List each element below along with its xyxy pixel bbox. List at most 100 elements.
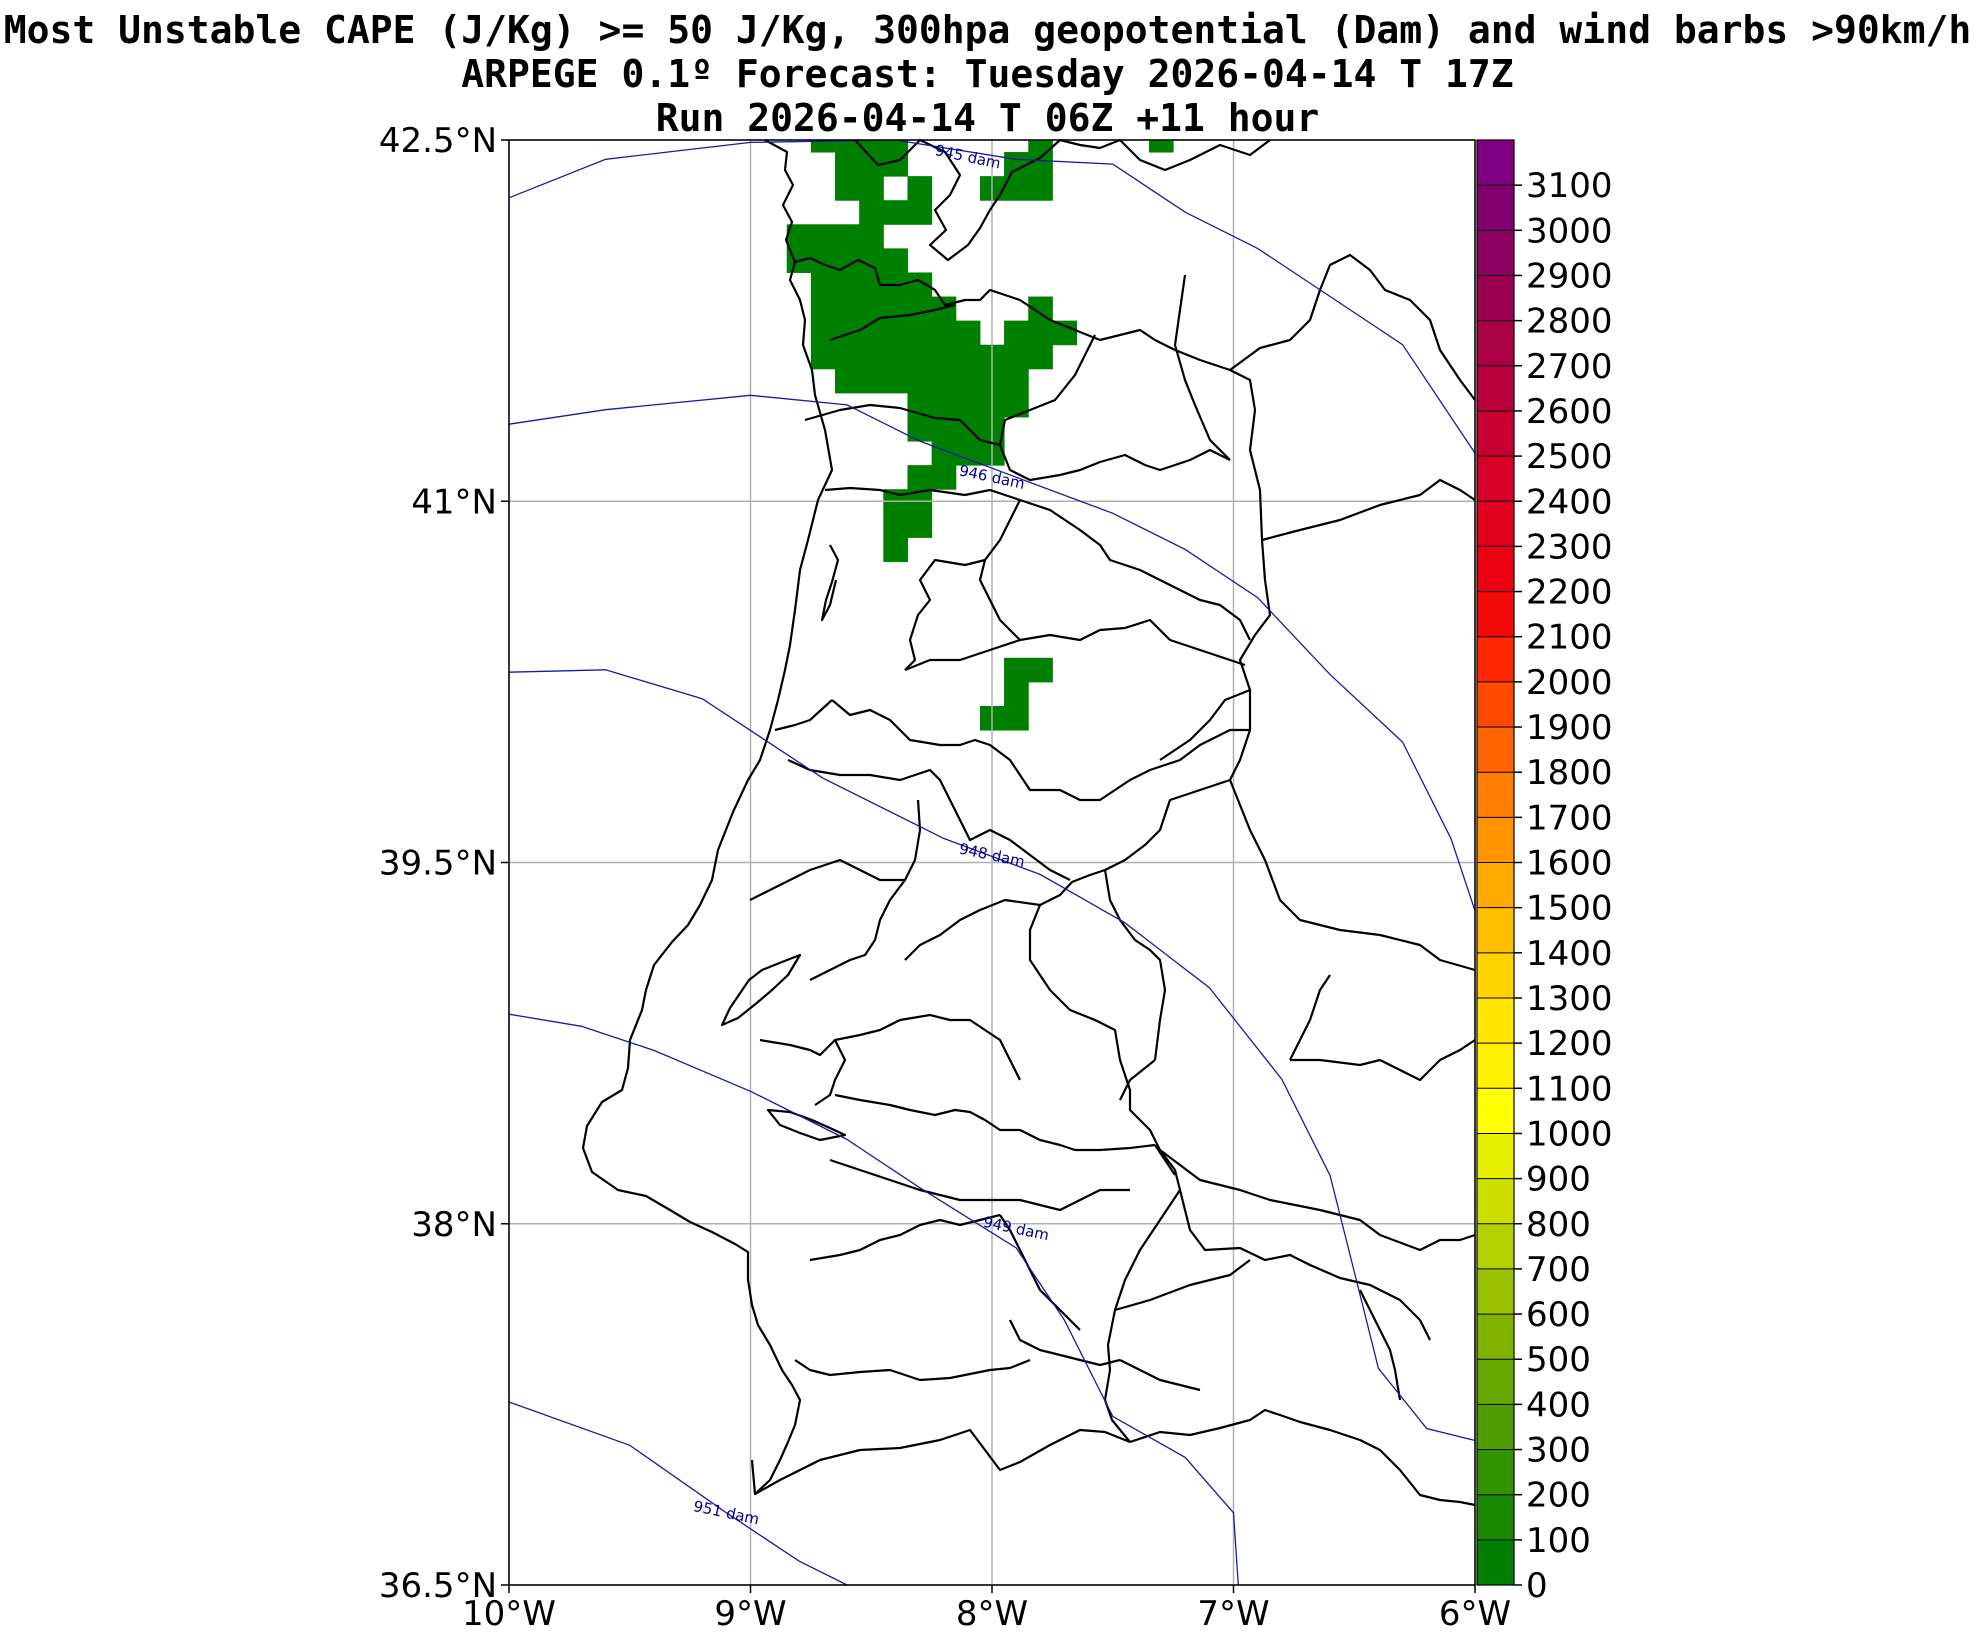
district-boundary-9 bbox=[774, 699, 833, 732]
cape-cell bbox=[835, 176, 860, 201]
cape-cell bbox=[835, 296, 860, 322]
cape-cell bbox=[1004, 368, 1029, 394]
colorbar-tick-label: 1300 bbox=[1526, 979, 1613, 1019]
sado-estuary bbox=[766, 1108, 847, 1142]
colorbar-tick-label: 1200 bbox=[1526, 1024, 1613, 1064]
district-boundary-18 bbox=[814, 1039, 847, 1106]
colorbar-frame bbox=[1476, 139, 1515, 1586]
district-boundary-1 bbox=[829, 303, 956, 342]
spain-inner-boundary-9 bbox=[1290, 1039, 1476, 1082]
cape-cell bbox=[835, 272, 860, 298]
colorbar-swatch bbox=[1477, 1359, 1514, 1405]
cape-cell bbox=[835, 344, 860, 370]
colorbar-swatch bbox=[1477, 1268, 1514, 1315]
cape-cell bbox=[859, 200, 884, 225]
colorbar-swatch bbox=[1477, 1494, 1514, 1541]
cape-cell bbox=[883, 248, 908, 273]
colorbar-tick-label: 2300 bbox=[1526, 527, 1613, 567]
district-boundary-4 bbox=[824, 486, 1021, 502]
cape-cell bbox=[907, 176, 933, 201]
map-title-line-3: Run 2026-04-14 T 06Z +11 hour bbox=[655, 96, 1320, 140]
colorbar-tick-label: 800 bbox=[1526, 1205, 1591, 1245]
cape-cell bbox=[810, 272, 836, 298]
cape-cell bbox=[931, 465, 957, 490]
colorbar-tick-label: 2500 bbox=[1526, 437, 1613, 477]
colorbar-tick-label: 600 bbox=[1526, 1295, 1591, 1335]
cape-cell bbox=[883, 513, 908, 538]
cape-cell bbox=[859, 140, 884, 153]
axis-ticks: 42.5°N 41°N 39.5°N 38°N 36.5°N10°W 9°W 8°W 7°W 6… bbox=[379, 121, 1511, 1634]
spain-inner-boundary-2 bbox=[1229, 253, 1476, 401]
cape-cell bbox=[835, 152, 860, 177]
colorbar-swatch bbox=[1477, 320, 1514, 367]
cape-cell bbox=[859, 176, 884, 201]
cape-cell bbox=[907, 416, 933, 442]
spain-south-coast-huelva bbox=[1129, 1408, 1476, 1507]
portugal-coastline bbox=[581, 139, 834, 1496]
colorbar-swatch bbox=[1477, 410, 1514, 457]
colorbar-tick-label: 2400 bbox=[1526, 482, 1613, 522]
district-boundary-19 bbox=[984, 1029, 1021, 1081]
colorbar-swatch bbox=[1477, 185, 1514, 231]
cape-cell bbox=[1004, 657, 1029, 683]
lat-tick-label: 41°N bbox=[411, 482, 497, 522]
lon-tick-label: 10°W bbox=[462, 1594, 556, 1634]
colorbar-swatch bbox=[1477, 862, 1514, 909]
colorbar-swatch bbox=[1477, 997, 1514, 1044]
cape-cell bbox=[859, 224, 884, 249]
geopotential-contour bbox=[508, 669, 1476, 1442]
colorbar-swatch bbox=[1477, 681, 1514, 728]
cape-cell bbox=[1004, 320, 1029, 346]
cape-cell bbox=[810, 140, 836, 153]
colorbar-swatch bbox=[1477, 1178, 1514, 1225]
district-boundary-23 bbox=[834, 1093, 1156, 1152]
cape-cell bbox=[835, 224, 860, 249]
map-title-line-2: ARPEGE 0.1º Forecast: Tuesday 2026-04-14… bbox=[461, 52, 1514, 96]
district-boundary-17 bbox=[759, 1013, 986, 1057]
district-boundary-3 bbox=[998, 334, 1096, 446]
coastline-and-borders bbox=[581, 138, 1476, 1507]
cape-cell bbox=[931, 368, 957, 394]
colorbar-tick-label: 1500 bbox=[1526, 889, 1613, 929]
cape-cell bbox=[907, 465, 933, 490]
colorbar-tick-label: 2800 bbox=[1526, 302, 1613, 342]
cape-cell bbox=[835, 140, 860, 153]
lat-tick-label: 39.5°N bbox=[379, 844, 497, 884]
spain-inner-boundary-4 bbox=[1228, 779, 1476, 972]
colorbar-tick-label: 100 bbox=[1526, 1521, 1591, 1561]
colorbar-tick-label: 1800 bbox=[1526, 753, 1613, 793]
colorbar-tick-label: 3000 bbox=[1526, 211, 1613, 251]
cape-cell bbox=[810, 344, 836, 370]
colorbar-tick-label: 1400 bbox=[1526, 934, 1613, 974]
colorbar-swatch bbox=[1477, 546, 1514, 593]
cape-cell bbox=[859, 248, 884, 273]
cape-cell bbox=[907, 320, 933, 346]
map-title-line-1: Most Unstable CAPE (J/Kg) >= 50 J/Kg, 30… bbox=[3, 8, 1972, 52]
colorbar-swatch bbox=[1477, 140, 1514, 186]
colorbar-swatch bbox=[1477, 591, 1514, 638]
lon-tick-label: 7°W bbox=[1197, 1594, 1269, 1634]
cape-cell bbox=[1052, 320, 1078, 346]
cape-cell bbox=[955, 392, 981, 418]
colorbar-tick-label: 2000 bbox=[1526, 663, 1613, 703]
district-boundary-22 bbox=[1119, 1059, 1156, 1101]
spain-inner-boundary-5 bbox=[1159, 1149, 1476, 1252]
cape-cell bbox=[907, 272, 933, 298]
colorbar-tick-label: 1900 bbox=[1526, 708, 1613, 748]
district-boundary-8 bbox=[831, 699, 1250, 802]
colorbar-tick-label: 1700 bbox=[1526, 798, 1613, 838]
cape-cell bbox=[931, 344, 957, 370]
cape-cell bbox=[907, 296, 933, 322]
spain-north-coast-galicia bbox=[854, 138, 1271, 262]
district-boundary-21 bbox=[1134, 939, 1167, 1061]
district-boundary-28 bbox=[1029, 1269, 1081, 1331]
colorbar-swatch bbox=[1477, 1133, 1514, 1180]
cape-cell bbox=[907, 513, 933, 538]
spain-inner-boundary-6 bbox=[1178, 1189, 1431, 1341]
geopotential-contour bbox=[508, 1013, 1239, 1586]
cape-cell bbox=[1004, 705, 1029, 731]
lon-tick-label: 8°W bbox=[956, 1594, 1028, 1634]
cape-cell bbox=[859, 368, 884, 394]
cape-cell bbox=[835, 320, 860, 346]
district-boundary-16 bbox=[809, 899, 891, 981]
